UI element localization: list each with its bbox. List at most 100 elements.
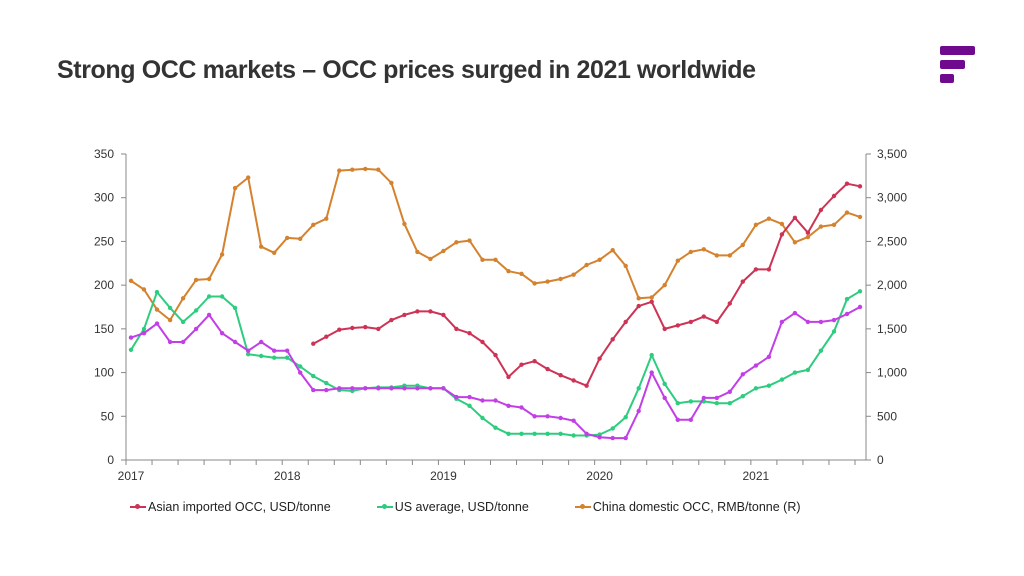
data-point — [337, 386, 342, 391]
data-point — [636, 386, 641, 391]
data-point — [246, 175, 251, 180]
data-point — [779, 232, 785, 237]
data-point — [441, 312, 446, 318]
legend-item-us-average: US average, USD/tonne — [376, 500, 529, 514]
data-point — [714, 401, 719, 406]
data-point — [128, 347, 134, 352]
data-point — [180, 296, 186, 301]
data-point — [246, 348, 251, 353]
data-point — [662, 395, 667, 401]
data-point — [193, 308, 199, 313]
data-point — [844, 181, 850, 186]
data-point — [753, 267, 759, 272]
data-point — [740, 279, 745, 284]
data-point — [350, 167, 355, 172]
data-point — [167, 317, 173, 323]
data-point — [844, 296, 850, 302]
data-point — [649, 352, 654, 358]
data-point — [805, 319, 811, 325]
data-point — [766, 216, 772, 221]
data-point — [805, 234, 811, 240]
data-point — [675, 323, 680, 328]
data-point — [428, 386, 433, 391]
data-point — [857, 214, 863, 220]
data-point — [272, 355, 277, 360]
data-point — [467, 403, 472, 408]
data-point — [259, 339, 264, 345]
data-point — [259, 244, 264, 249]
data-point — [779, 377, 785, 382]
data-point — [311, 373, 316, 379]
y-left-tick-label: 150 — [94, 322, 114, 336]
data-point — [701, 247, 706, 252]
data-point — [571, 433, 576, 438]
data-point — [493, 352, 498, 358]
data-point — [779, 221, 785, 227]
data-point — [402, 386, 407, 391]
data-point — [818, 319, 824, 325]
data-point — [402, 221, 407, 227]
data-point — [740, 242, 745, 248]
y-left-tick-label: 350 — [94, 147, 114, 161]
data-point — [480, 415, 485, 421]
data-point — [688, 319, 693, 325]
data-point — [805, 367, 811, 373]
data-point — [493, 398, 498, 403]
data-point — [363, 386, 368, 391]
data-point — [506, 374, 511, 380]
x-tick-label: 2017 — [118, 469, 145, 483]
y-right-tick-label: 500 — [877, 409, 897, 423]
data-point — [636, 296, 641, 301]
data-point — [532, 431, 537, 436]
legend-item-china-domestic: China domestic OCC, RMB/tonne (R) — [574, 500, 801, 514]
data-point — [714, 253, 719, 258]
data-point — [675, 258, 680, 263]
series-line — [312, 182, 861, 387]
data-point — [688, 399, 693, 404]
data-point — [623, 319, 628, 325]
data-point — [415, 309, 420, 314]
data-point — [558, 276, 563, 282]
data-point — [324, 380, 329, 386]
data-point — [571, 272, 576, 277]
data-point — [740, 394, 745, 399]
data-point — [623, 435, 628, 441]
data-point — [610, 248, 615, 253]
data-point — [154, 307, 160, 312]
data-point — [766, 267, 772, 272]
data-point — [206, 312, 212, 318]
legend-label: US average, USD/tonne — [394, 500, 529, 514]
data-point — [532, 281, 537, 286]
data-point — [597, 356, 602, 361]
y-left-tick-label: 100 — [94, 366, 114, 380]
data-point — [649, 370, 654, 375]
data-point — [324, 216, 329, 221]
data-point — [844, 311, 850, 317]
data-point — [493, 257, 498, 262]
data-point — [272, 348, 277, 353]
data-point — [506, 269, 511, 274]
data-point — [441, 248, 446, 254]
data-point — [493, 425, 498, 430]
data-point — [623, 415, 628, 420]
data-point — [649, 299, 654, 304]
data-point — [141, 331, 147, 336]
data-point — [232, 185, 238, 191]
data-point — [350, 386, 355, 391]
data-point — [376, 167, 381, 172]
data-point — [857, 184, 863, 189]
data-point — [141, 287, 147, 292]
data-point — [727, 389, 732, 394]
data-point — [558, 415, 563, 421]
data-point — [363, 324, 368, 330]
data-point — [285, 355, 290, 360]
data-point — [467, 238, 472, 243]
data-point — [701, 314, 706, 319]
data-point — [154, 289, 160, 295]
y-right-tick-label: 3,000 — [877, 191, 907, 205]
data-point — [571, 378, 576, 383]
y-right-tick-label: 1,000 — [877, 366, 907, 380]
data-point — [753, 386, 759, 391]
data-point — [389, 386, 394, 391]
series-asian-imported-occ-usd-tonne — [311, 181, 863, 388]
